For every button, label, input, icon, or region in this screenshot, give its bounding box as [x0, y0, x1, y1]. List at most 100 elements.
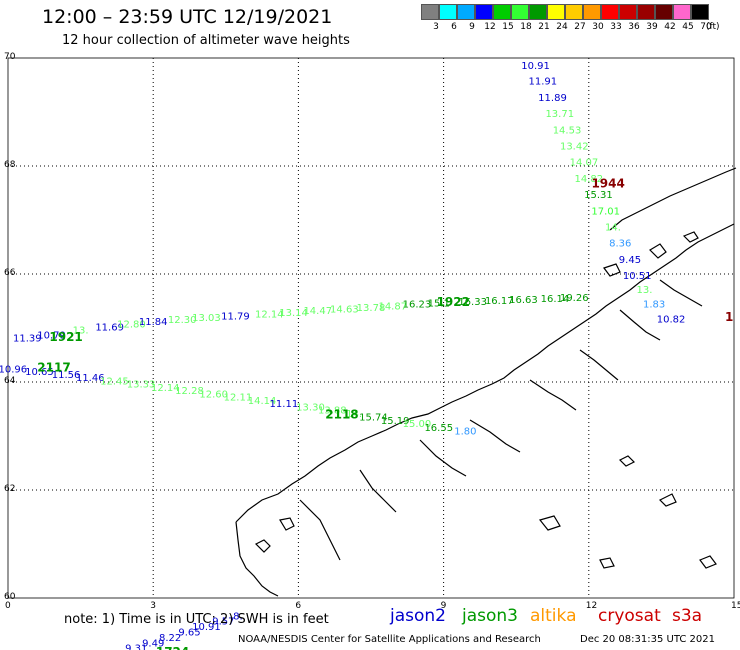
- pass-time-label: 1944: [591, 176, 624, 190]
- wave-height-value: 14.53: [553, 125, 582, 136]
- scale-label: 24: [556, 22, 568, 32]
- wave-height-value: 13.33: [127, 380, 156, 391]
- wave-height-value: 12.30: [168, 315, 197, 326]
- wave-height-value: 16.63: [509, 295, 538, 306]
- scale-swatch: [565, 4, 583, 20]
- wave-height-value: 12.11: [224, 393, 253, 404]
- scale-label: 12: [484, 22, 496, 32]
- wave-height-value: 16.33: [458, 297, 487, 308]
- wave-height-value: 9.45: [619, 255, 641, 266]
- wave-height-value: 17.01: [591, 206, 620, 217]
- wave-height-value: 11.11: [270, 399, 299, 410]
- wave-height-value: 14.87: [378, 301, 407, 312]
- satellite-jason3: jason3: [462, 606, 518, 626]
- wave-height-value: 11.79: [221, 312, 250, 323]
- wave-height-labels: 10.91 11.91 11.89 13.71 14.53 13.42 14.07 14.82…: [0, 61, 685, 650]
- satellite-cryosat: cryosat: [598, 606, 661, 626]
- island-1: [254, 539, 271, 553]
- scale-swatch: [511, 4, 529, 20]
- footnote: note: 1) Time is in UTC; 2) SWH is in fe…: [64, 612, 329, 627]
- wave-height-value: 14.82: [574, 174, 603, 185]
- fjord-5: [529, 379, 577, 411]
- wave-height-value: 16.55: [424, 423, 453, 434]
- wave-height-value: 10.79: [37, 330, 66, 341]
- fjord-3: [419, 439, 467, 477]
- coastline-main: [235, 223, 735, 523]
- scale-swatch: [583, 4, 601, 20]
- footer-timestamp: Dec 20 08:31:35 UTC 2021: [580, 634, 715, 645]
- coastline-south: [235, 521, 279, 597]
- scale-swatch: [421, 4, 439, 20]
- wave-height-value: 15.1: [428, 299, 450, 310]
- lake-1: [538, 515, 561, 531]
- wave-height-value: 10.82: [657, 314, 686, 325]
- wave-height-value: 1.83: [643, 300, 665, 311]
- scale-label: 42: [664, 22, 676, 32]
- wave-height-value: 10.65: [25, 367, 54, 378]
- wave-height-value: 14.: [346, 409, 362, 420]
- wave-height-value: 15.19: [381, 416, 410, 427]
- wave-height-value: 11.89: [538, 93, 567, 104]
- lake-5: [618, 455, 636, 467]
- scale-label: 6: [451, 22, 457, 32]
- fjord-7: [619, 309, 661, 341]
- island-4: [649, 243, 667, 259]
- pass-time-label: 1922: [437, 295, 470, 309]
- satellite-s3a: s3a: [672, 606, 703, 626]
- wave-height-value: 13.88: [318, 406, 347, 417]
- wave-height-value: 12.80: [117, 320, 146, 331]
- wave-height-value: 12.14: [255, 309, 284, 320]
- scale-label: 39: [646, 22, 658, 32]
- wave-height-value: 9.65: [178, 627, 200, 638]
- lat-label: 68: [4, 160, 16, 170]
- lon-label: 15: [731, 601, 740, 611]
- wave-height-value: 9.31: [125, 644, 147, 650]
- wave-height-value: 13.30: [296, 402, 325, 413]
- wave-height-value: 14.: [605, 222, 621, 233]
- pass-time-labels: 1944 1922 1921 2117 2118 1724 1: [37, 176, 733, 650]
- footer-credit: NOAA/NESDIS Center for Satellite Applica…: [238, 634, 541, 645]
- lon-label: 6: [295, 601, 302, 611]
- wave-height-value: 16.17: [485, 296, 514, 307]
- wave-height-value: 12.45: [100, 376, 129, 387]
- wave-height-value: 9.49: [142, 638, 164, 649]
- island-2: [279, 517, 295, 531]
- scale-label: 21: [538, 22, 550, 32]
- wave-height-value: 15.00: [403, 419, 432, 430]
- pass-time-label: 2117: [37, 360, 70, 374]
- map-title: 12:00 – 23:59 UTC 12/19/2021: [42, 6, 333, 28]
- wave-height-value: 16.23: [403, 300, 432, 311]
- wave-height-value: 13.03: [192, 313, 221, 324]
- scale-swatch: [457, 4, 475, 20]
- pass-time-label: 1724: [156, 645, 189, 650]
- lat-label: 62: [4, 484, 16, 494]
- pass-time-label: 1: [725, 310, 733, 324]
- wave-height-value: 14.47: [303, 306, 332, 317]
- lon-label: 0: [5, 601, 11, 611]
- scale-swatch: [547, 4, 565, 20]
- scale-swatch: [691, 4, 709, 20]
- satellite-jason2: jason2: [390, 606, 446, 626]
- wave-height-value: 14.14: [248, 396, 277, 407]
- wave-height-value: 8.36: [609, 239, 631, 250]
- lat-label: 66: [4, 268, 16, 278]
- wave-height-value: 12.14: [151, 383, 180, 394]
- wave-height-value: 19.26: [560, 293, 589, 304]
- wave-height-value: 9.57: [212, 617, 234, 628]
- wave-height-value: 13.: [73, 326, 89, 337]
- wave-height-value: 12.28: [175, 386, 204, 397]
- scale-swatch: [601, 4, 619, 20]
- wave-height-value: 14.07: [570, 158, 599, 169]
- scale-label: 33: [610, 22, 622, 32]
- wave-height-value: 1.80: [454, 427, 476, 438]
- lake-4: [699, 555, 717, 569]
- norway-coastline: [235, 167, 737, 597]
- scale-label: 70: [700, 22, 712, 32]
- pass-time-label: 2118: [325, 407, 358, 421]
- map-border: [7, 57, 735, 599]
- wave-height-value: 13.14: [279, 308, 308, 319]
- scale-swatch: [529, 4, 547, 20]
- scale-swatch: [619, 4, 637, 20]
- wave-height-value: 8.: [233, 611, 243, 622]
